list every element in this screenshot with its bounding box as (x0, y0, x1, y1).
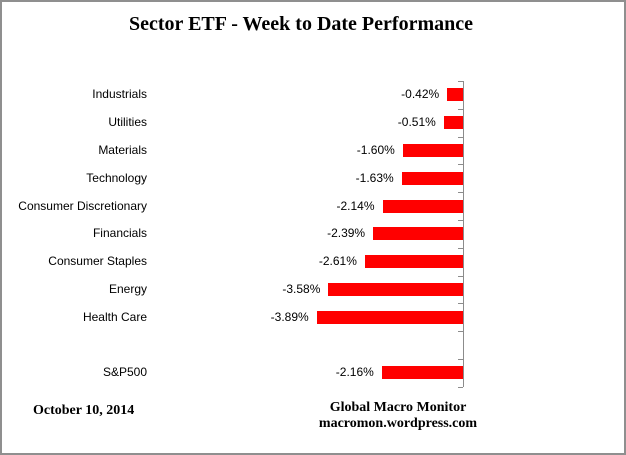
category-label: Industrials (92, 87, 147, 102)
category-label: Materials (98, 142, 147, 157)
chart-row: Financials -2.39% (2, 220, 624, 248)
bar (443, 116, 463, 130)
brand-block: Global Macro Monitor macromon.wordpress.… (268, 400, 528, 432)
bar (373, 227, 463, 241)
bar (447, 88, 463, 102)
axis-tick (458, 248, 463, 249)
category-axis-line (463, 81, 464, 387)
axis-tick (458, 387, 463, 388)
value-label: -0.42% (401, 87, 440, 102)
chart-row: Consumer Discretionary -2.14% (2, 192, 624, 220)
brand-url: macromon.wordpress.com (318, 416, 478, 431)
chart-row: Technology -1.63% (2, 164, 624, 192)
bar (316, 310, 463, 324)
value-label: -1.60% (356, 142, 395, 157)
value-label: -2.39% (327, 226, 366, 241)
chart-row: Health Care -3.89% (2, 303, 624, 331)
category-label: Consumer Discretionary (18, 198, 147, 213)
bar (382, 199, 463, 213)
category-label: Technology (86, 170, 147, 185)
bar (401, 171, 463, 185)
bar (364, 255, 463, 269)
axis-tick (458, 276, 463, 277)
category-label: Health Care (82, 309, 147, 324)
value-label: -3.58% (282, 281, 321, 296)
chart-row (2, 331, 624, 359)
axis-tick (458, 109, 463, 110)
axis-tick (458, 303, 463, 304)
value-label: -1.63% (355, 170, 394, 185)
date-label: October 10, 2014 (33, 403, 135, 418)
category-label: Energy (108, 281, 147, 296)
value-label: -2.16% (335, 365, 374, 380)
chart-title: Sector ETF - Week to Date Performance (129, 13, 473, 35)
axis-tick (458, 164, 463, 165)
bar (402, 143, 463, 157)
bar (328, 282, 463, 296)
chart-row: S&P500 -2.16% (2, 359, 624, 387)
axis-tick (458, 220, 463, 221)
category-label: Financials (92, 226, 147, 241)
value-label: -0.51% (397, 115, 436, 130)
chart-row: Consumer Staples -2.61% (2, 248, 624, 276)
chart-row: Industrials -0.42% (2, 81, 624, 109)
chart-row: Materials -1.60% (2, 137, 624, 165)
value-label: -3.89% (270, 309, 309, 324)
brand-name: Global Macro Monitor (329, 400, 467, 415)
value-label: -2.61% (318, 254, 357, 269)
category-label: Utilities (108, 115, 147, 130)
category-label: S&P500 (102, 365, 147, 380)
chart-row: Utilities -0.51% (2, 109, 624, 137)
category-label: Consumer Staples (48, 254, 147, 269)
axis-tick (458, 331, 463, 332)
value-label: -2.14% (336, 198, 375, 213)
axis-tick (458, 137, 463, 138)
bar (381, 366, 463, 380)
axis-tick (458, 359, 463, 360)
chart-row: Energy -3.58% (2, 276, 624, 304)
axis-tick (458, 81, 463, 82)
axis-tick (458, 192, 463, 193)
